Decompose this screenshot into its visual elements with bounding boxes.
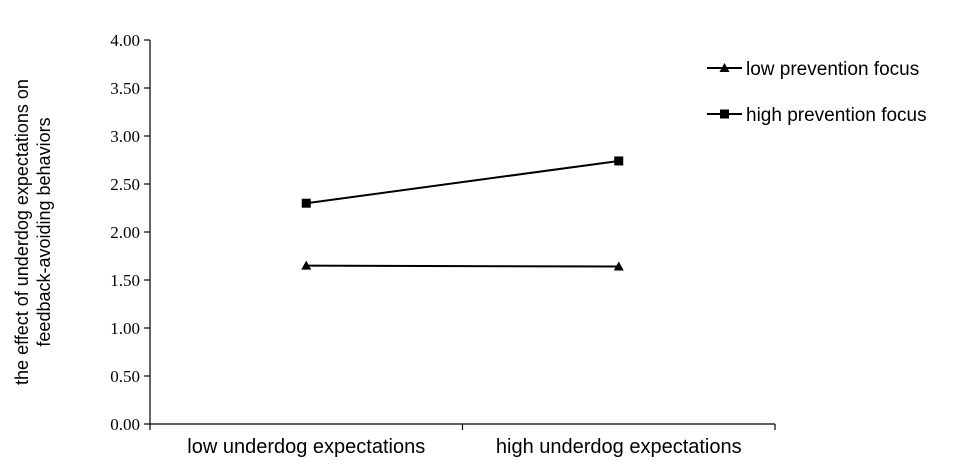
y-tick-label: 4.00 bbox=[110, 31, 140, 50]
y-tick-label: 0.00 bbox=[110, 415, 140, 434]
series-0 bbox=[301, 260, 624, 271]
y-tick-label: 1.50 bbox=[110, 271, 140, 290]
data-point bbox=[301, 198, 311, 208]
series-line bbox=[306, 264, 619, 268]
series-layer bbox=[301, 156, 624, 271]
y-axis-label-line-2: feedback-avoiding behaviors bbox=[34, 117, 54, 346]
data-point bbox=[301, 260, 312, 270]
data-point bbox=[613, 261, 624, 271]
legend-marker bbox=[719, 63, 730, 72]
y-axis-label-line-1: the effect of underdog expectations on bbox=[12, 79, 32, 385]
y-tick-label: 1.00 bbox=[110, 319, 140, 338]
series-1 bbox=[301, 156, 624, 208]
legend-entry: low prevention focus bbox=[707, 59, 919, 80]
y-tick-label: 0.50 bbox=[110, 367, 140, 386]
data-point bbox=[614, 156, 624, 166]
legend-label: high prevention focus bbox=[746, 105, 927, 126]
legend-entry: high prevention focus bbox=[707, 105, 927, 126]
axes: 0.00 0.50 1.00 1.50 2.00 2.50 3.00 3.50 4.00 low … bbox=[110, 31, 776, 458]
x-tick-label: low underdog expectations bbox=[187, 436, 425, 458]
legend: low prevention focus high prevention focu… bbox=[707, 59, 927, 126]
legend-label: low prevention focus bbox=[746, 59, 919, 80]
y-tick-label: 3.00 bbox=[110, 127, 140, 146]
y-tick-label: 3.50 bbox=[110, 79, 140, 98]
y-tick-label: 2.50 bbox=[110, 175, 140, 194]
legend-marker bbox=[720, 109, 729, 119]
y-tick-label: 2.00 bbox=[110, 223, 140, 242]
y-axis-label: the effect of underdog expectations on f… bbox=[12, 79, 54, 385]
series-line bbox=[306, 159, 619, 205]
x-tick-label: high underdog expectations bbox=[496, 436, 742, 458]
